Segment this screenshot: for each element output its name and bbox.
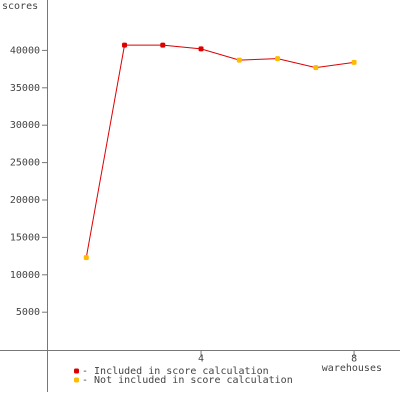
y-tick-label: 30000 (10, 120, 40, 131)
x-tick-label: 4 (198, 354, 204, 365)
y-tick-label: 10000 (10, 270, 40, 281)
line (85, 44, 355, 258)
point (236, 57, 242, 63)
point (160, 42, 166, 48)
legend-marker (74, 377, 79, 383)
y-tick-label: 15000 (10, 232, 40, 243)
x-axis-label: warehouses (322, 363, 382, 374)
y-tick-label: 40000 (10, 45, 40, 56)
x-tick-label: 8 (351, 354, 357, 365)
legend-marker (74, 368, 79, 374)
y-tick-label: 20000 (10, 195, 40, 206)
point (275, 56, 281, 62)
y-tick-label: 35000 (10, 83, 40, 94)
point (351, 59, 357, 65)
y-axis-label: scores (2, 1, 38, 12)
point (83, 255, 89, 261)
legend-label: - Included in score calculation (82, 366, 269, 377)
legend-label: - Not included in score calculation (82, 375, 293, 386)
y-tick-label: 25000 (10, 158, 40, 169)
y-tick-label: 5000 (16, 307, 40, 318)
point (198, 46, 204, 52)
point (313, 65, 319, 71)
point (122, 42, 128, 48)
